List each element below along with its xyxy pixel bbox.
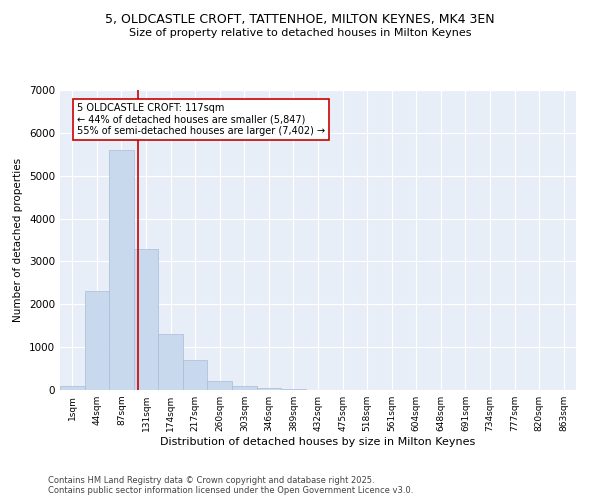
Y-axis label: Number of detached properties: Number of detached properties <box>13 158 23 322</box>
Text: 5, OLDCASTLE CROFT, TATTENHOE, MILTON KEYNES, MK4 3EN: 5, OLDCASTLE CROFT, TATTENHOE, MILTON KE… <box>105 12 495 26</box>
Bar <box>109 150 134 390</box>
Bar <box>60 386 85 390</box>
Bar <box>208 382 232 390</box>
Bar <box>85 292 109 390</box>
Bar <box>257 388 281 390</box>
X-axis label: Distribution of detached houses by size in Milton Keynes: Distribution of detached houses by size … <box>160 437 476 447</box>
Bar <box>134 248 158 390</box>
Text: 5 OLDCASTLE CROFT: 117sqm
← 44% of detached houses are smaller (5,847)
55% of se: 5 OLDCASTLE CROFT: 117sqm ← 44% of detac… <box>77 103 325 136</box>
Text: Size of property relative to detached houses in Milton Keynes: Size of property relative to detached ho… <box>129 28 471 38</box>
Bar <box>232 386 257 390</box>
Bar <box>158 334 183 390</box>
Text: Contains HM Land Registry data © Crown copyright and database right 2025.
Contai: Contains HM Land Registry data © Crown c… <box>48 476 413 495</box>
Bar <box>183 360 208 390</box>
